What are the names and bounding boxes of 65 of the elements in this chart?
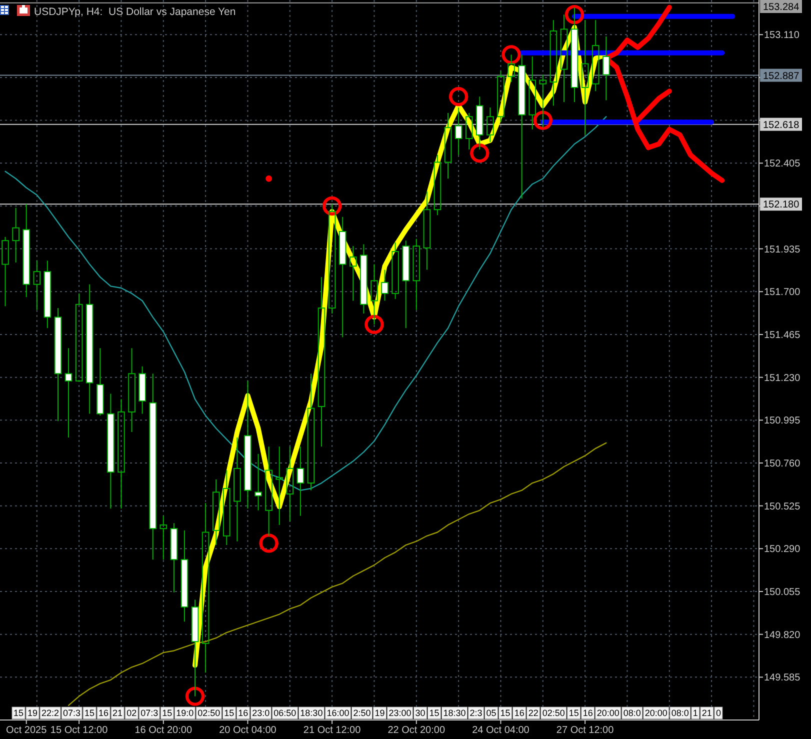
annotation: 20:00 [596,708,620,718]
y-tick-label: 151.935 [764,244,801,256]
annotation: 23:0 [252,708,270,718]
y-tick-label: 150.995 [764,416,801,427]
ref-line-label: 152.887 [763,70,800,82]
annotation: 22 [528,708,538,718]
annotation: 08:0 [671,708,689,718]
annotation: 05 [486,708,496,718]
x-tick-label: 20 Oct 04:00 [219,725,277,736]
annotation: 20:00 [644,708,668,718]
annotation: 18:30 [300,708,323,718]
annotation: 19 [28,708,38,718]
annotation: 16 [514,708,524,718]
annotation: 19:0 [176,708,194,718]
annotation: 18:30 [443,708,466,718]
x-tick-label: 22 Oct 20:00 [388,725,446,736]
annotation: 15 [568,708,579,718]
annotation: 02:50 [542,708,565,718]
annotation: 0 [716,708,721,718]
x-tick-label: 16 Oct 20:00 [134,725,192,736]
annotation: 08:0 [623,708,641,718]
y-tick-label: 151.230 [764,372,801,384]
annotation: 16 [98,708,109,718]
y-tick-label: 150.055 [764,586,801,598]
annotation: 15 [84,708,95,718]
x-tick-label: Oct 2025 [6,725,48,736]
annotation: 15 [162,708,172,718]
y-tick-label: 149.585 [764,672,801,684]
annotation: 23:00 [388,708,412,718]
annotation: 02 [126,708,137,718]
annotation: 1 [692,708,698,718]
annotation: 15 [429,708,440,718]
y-tick-label: 150.290 [764,544,801,556]
annotation: 19 [374,708,385,718]
y-tick-label: 153.110 [764,30,800,42]
annotation: 30 [415,708,426,718]
x-tick-label: 24 Oct 04:00 [472,725,530,736]
annotation: 15 [500,708,510,718]
ref-line-label: 153.284 [763,2,800,13]
y-tick-label: 149.820 [764,630,801,641]
annotation: 2:50 [353,708,371,718]
y-tick-label: 150.760 [764,458,801,470]
annotation: 16 [238,708,248,718]
annotation: 22:2 [42,708,60,718]
annotation: 2:3 [470,708,482,718]
y-tick-label: 150.525 [764,501,801,512]
annotation: 21 [112,708,123,718]
annotation: 15 [14,708,24,718]
annotation: 16:00 [326,708,350,718]
x-tick-label: 27 Oct 12:00 [556,725,614,736]
annotation: 07:3 [63,708,81,718]
y-tick-label: 152.405 [764,158,801,170]
y-tick-label: 151.700 [764,287,801,298]
ref-line-label: 152.618 [763,120,800,131]
annotation: 15 [224,708,234,718]
annotation: 16 [582,708,593,718]
annotation: 06:50 [274,708,296,718]
text: USDJPYp, H4: US Dollar vs Japanese Yen [34,6,236,18]
x-tick-label: 21 Oct 12:00 [303,725,362,736]
y-tick-label: 151.465 [764,330,801,341]
x-tick-label: 15 Oct 12:00 [50,725,108,736]
annotation: 21 [702,708,712,718]
annotation: 07:3 [140,708,158,718]
annotation: 02:50 [198,708,220,718]
ref-line-label: 152.180 [763,200,800,211]
